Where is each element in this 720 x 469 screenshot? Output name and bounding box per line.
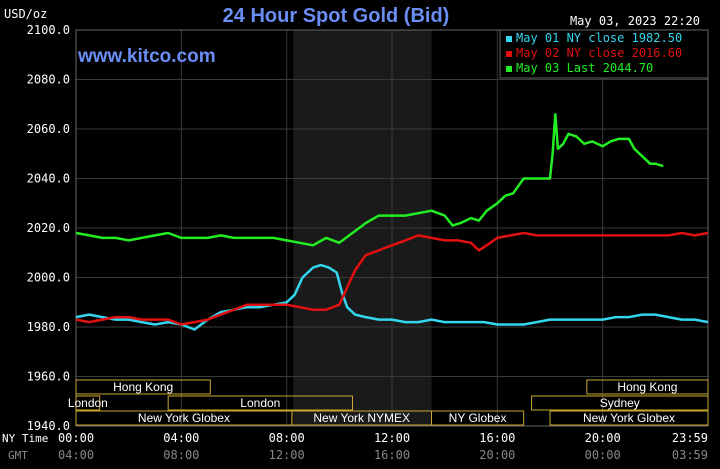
market-session-bar bbox=[531, 395, 709, 411]
gmt-tick-label: 00:00 bbox=[585, 448, 621, 462]
ny-time-tick-label: 08:00 bbox=[269, 431, 305, 445]
y-tick-label: 2100.0 bbox=[27, 23, 70, 37]
chart-title: 24 Hour Spot Gold (Bid) bbox=[223, 5, 450, 27]
market-session-label: NY Globex bbox=[449, 411, 507, 425]
ny-time-tick-label: 04:00 bbox=[163, 431, 199, 445]
gmt-tick-label: 20:00 bbox=[479, 448, 515, 462]
y-tick-label: 2000.0 bbox=[27, 271, 70, 285]
legend-swatch bbox=[506, 36, 512, 42]
price-line-series-1 bbox=[75, 263, 709, 331]
market-session-bar bbox=[586, 379, 709, 395]
market-session-label: Sydney bbox=[600, 396, 640, 410]
market-session-bar bbox=[75, 379, 211, 395]
gmt-tick-label: 16:00 bbox=[374, 448, 410, 462]
ny-time-tick-label: 23:59 bbox=[672, 431, 708, 445]
y-tick-label: 1980.0 bbox=[27, 320, 70, 334]
price-line-series-3 bbox=[75, 112, 664, 247]
price-line-series-2 bbox=[75, 231, 709, 326]
market-session-label: London bbox=[68, 396, 108, 410]
market-session-label: New York NYMEX bbox=[313, 411, 410, 425]
legend-box bbox=[499, 29, 709, 79]
gmt-tick-label: 12:00 bbox=[269, 448, 305, 462]
y-axis-unit-label: USD/oz bbox=[4, 7, 47, 21]
plot-frame bbox=[75, 29, 709, 427]
market-session-label: New York Globex bbox=[583, 411, 675, 425]
y-tick-label: 1940.0 bbox=[27, 419, 70, 433]
ny-time-tick-label: 20:00 bbox=[585, 431, 621, 445]
market-session-label: Hong Kong bbox=[113, 380, 173, 394]
y-tick-label: 1960.0 bbox=[27, 370, 70, 384]
market-session-bar bbox=[549, 410, 709, 426]
gmt-tick-label: 08:00 bbox=[163, 448, 199, 462]
legend-entry: May 02 NY close 2016.60 bbox=[516, 46, 682, 60]
chart-timestamp: May 03, 2023 22:20 bbox=[570, 14, 700, 28]
legend-entry: May 03 Last 2044.70 bbox=[516, 61, 653, 75]
market-session-bar bbox=[75, 395, 101, 411]
legend-swatch bbox=[506, 51, 512, 57]
market-session-bar bbox=[431, 410, 525, 426]
market-session-label: Hong Kong bbox=[617, 380, 677, 394]
kitco-watermark: www.kitco.com bbox=[77, 46, 216, 67]
ny-time-tick-label: 16:00 bbox=[479, 431, 515, 445]
market-session-label: London bbox=[240, 396, 280, 410]
y-tick-label: 2080.0 bbox=[27, 73, 70, 87]
market-session-bar bbox=[167, 395, 353, 411]
gmt-tick-label: 03:59 bbox=[672, 448, 708, 462]
ny-time-tick-label: 00:00 bbox=[58, 431, 94, 445]
y-tick-label: 2040.0 bbox=[27, 172, 70, 186]
y-tick-label: 2020.0 bbox=[27, 221, 70, 235]
y-tick-label: 2060.0 bbox=[27, 122, 70, 136]
ny-time-tick-label: 12:00 bbox=[374, 431, 410, 445]
gmt-axis-label: GMT bbox=[8, 449, 28, 462]
legend-swatch bbox=[506, 66, 512, 72]
market-session-label: New York Globex bbox=[138, 411, 230, 425]
ny-time-axis-label: NY Time bbox=[2, 432, 48, 445]
legend-entry: May 01 NY close 1982.50 bbox=[516, 31, 682, 45]
gmt-tick-label: 04:00 bbox=[58, 448, 94, 462]
